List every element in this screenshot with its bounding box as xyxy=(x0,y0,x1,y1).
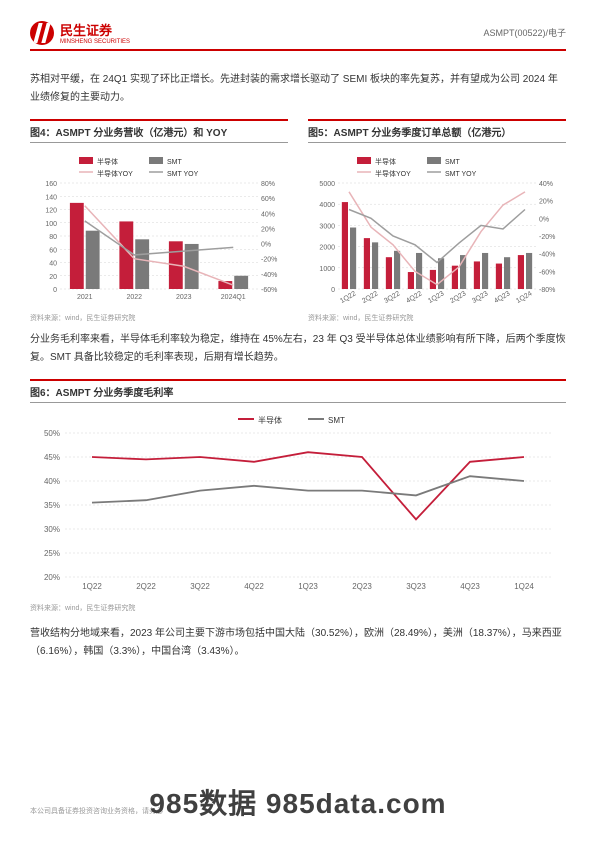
logo-cn: 民生证券 xyxy=(60,20,130,39)
svg-text:5000: 5000 xyxy=(319,181,335,188)
svg-text:80: 80 xyxy=(49,234,57,241)
svg-text:2024Q1: 2024Q1 xyxy=(221,294,246,301)
svg-text:2023: 2023 xyxy=(176,294,192,301)
svg-text:30%: 30% xyxy=(44,525,60,534)
svg-text:1Q24: 1Q24 xyxy=(514,582,534,591)
chart5-box: 图5：ASMPT 分业务季度订单总额（亿港元） 0 1000 2000 3000 400… xyxy=(308,119,566,323)
svg-text:3Q23: 3Q23 xyxy=(471,290,489,305)
svg-text:40%: 40% xyxy=(539,181,553,188)
header-stock-code: ASMPT(00522)/电子 xyxy=(483,26,566,39)
svg-text:45%: 45% xyxy=(44,453,60,462)
footer-text: 本公司具备证券投资咨询业务资格，请务必 xyxy=(30,806,163,816)
svg-text:半导体: 半导体 xyxy=(375,157,396,166)
svg-text:1Q22: 1Q22 xyxy=(82,582,102,591)
svg-text:0: 0 xyxy=(331,287,335,294)
chart5-source: 资料来源：wind，民生证券研究院 xyxy=(308,313,566,323)
svg-text:半导体: 半导体 xyxy=(97,157,118,166)
svg-text:-20%: -20% xyxy=(539,234,555,241)
svg-text:120: 120 xyxy=(45,208,57,215)
chart6-title: 图6：ASMPT 分业务季度毛利率 xyxy=(30,379,566,403)
svg-text:140: 140 xyxy=(45,194,57,201)
svg-text:3000: 3000 xyxy=(319,223,335,230)
svg-text:1Q23: 1Q23 xyxy=(427,290,445,305)
svg-text:2Q23: 2Q23 xyxy=(449,290,467,305)
svg-text:20: 20 xyxy=(49,274,57,281)
chart6-source: 资料来源：wind，民生证券研究院 xyxy=(30,603,566,613)
svg-text:0%: 0% xyxy=(539,216,549,223)
svg-text:SMT: SMT xyxy=(167,159,183,166)
svg-text:0: 0 xyxy=(53,287,57,294)
svg-text:60%: 60% xyxy=(261,196,275,203)
chart4-svg: 0 20 40 60 80 100 120 140 160 -60% -40% -20% 0% 20% 40… xyxy=(30,149,288,309)
logo-icon xyxy=(30,21,54,45)
svg-text:4Q23: 4Q23 xyxy=(493,290,511,305)
svg-text:-60%: -60% xyxy=(539,269,555,276)
svg-text:4000: 4000 xyxy=(319,202,335,209)
chart6-svg: 20% 25% 30% 35% 40% 45% 50% 1Q22 2Q22 3Q22 4Q22 1Q2… xyxy=(30,409,566,599)
svg-text:80%: 80% xyxy=(261,181,275,188)
svg-text:半导体YOY: 半导体YOY xyxy=(375,169,411,178)
chart4-box: 图4：ASMPT 分业务营收（亿港元）和 YOY 0 20 40 60 80 100 120… xyxy=(30,119,288,323)
chart4-title: 图4：ASMPT 分业务营收（亿港元）和 YOY xyxy=(30,119,288,143)
svg-text:100: 100 xyxy=(45,221,57,228)
header: 民生证券 MINSHENG SECURITIES ASMPT(00522)/电子 xyxy=(30,20,566,51)
svg-text:0%: 0% xyxy=(261,242,271,249)
paragraph-1: 苏相对平缓，在 24Q1 实现了环比正增长。先进封装的需求增长驱动了 SEMI … xyxy=(30,71,566,107)
svg-text:20%: 20% xyxy=(261,226,275,233)
svg-text:35%: 35% xyxy=(44,501,60,510)
svg-text:SMT YOY: SMT YOY xyxy=(445,171,477,178)
paragraph-2: 分业务毛利率来看，半导体毛利率较为稳定，维持在 45%左右，23 年 Q3 受半… xyxy=(30,331,566,367)
svg-text:60: 60 xyxy=(49,247,57,254)
svg-text:2Q23: 2Q23 xyxy=(352,582,372,591)
svg-text:3Q23: 3Q23 xyxy=(406,582,426,591)
watermark: 985数据 985data.com xyxy=(149,782,446,822)
svg-text:40: 40 xyxy=(49,261,57,268)
svg-text:-40%: -40% xyxy=(539,252,555,259)
svg-text:4Q22: 4Q22 xyxy=(244,582,264,591)
chart4-source: 资料来源：wind，民生证券研究院 xyxy=(30,313,288,323)
svg-text:4Q23: 4Q23 xyxy=(460,582,480,591)
svg-text:4Q22: 4Q22 xyxy=(405,290,423,305)
svg-text:SMT: SMT xyxy=(328,416,345,425)
svg-text:3Q22: 3Q22 xyxy=(383,290,401,305)
svg-text:半导体YOY: 半导体YOY xyxy=(97,169,133,178)
svg-text:-20%: -20% xyxy=(261,257,277,264)
svg-text:-60%: -60% xyxy=(261,287,277,294)
paragraph-3: 营收结构分地域来看，2023 年公司主要下游市场包括中国大陆（30.52%），欧… xyxy=(30,625,566,661)
svg-text:40%: 40% xyxy=(44,477,60,486)
svg-text:20%: 20% xyxy=(44,573,60,582)
chart5-svg: 0 1000 2000 3000 4000 5000 -80% -60% -40% -20% 0% 2… xyxy=(308,149,566,309)
svg-text:2021: 2021 xyxy=(77,294,93,301)
svg-text:50%: 50% xyxy=(44,429,60,438)
svg-text:2022: 2022 xyxy=(126,294,142,301)
svg-text:2Q22: 2Q22 xyxy=(361,290,379,305)
svg-text:3Q22: 3Q22 xyxy=(190,582,210,591)
svg-text:-40%: -40% xyxy=(261,272,277,279)
svg-text:20%: 20% xyxy=(539,199,553,206)
svg-text:2Q22: 2Q22 xyxy=(136,582,156,591)
svg-text:1000: 1000 xyxy=(319,266,335,273)
svg-text:半导体: 半导体 xyxy=(258,415,282,425)
logo-en: MINSHENG SECURITIES xyxy=(60,39,130,45)
logo: 民生证券 MINSHENG SECURITIES xyxy=(30,20,130,45)
svg-text:-80%: -80% xyxy=(539,287,555,294)
svg-text:40%: 40% xyxy=(261,211,275,218)
svg-text:1Q22: 1Q22 xyxy=(339,290,357,305)
svg-text:1Q23: 1Q23 xyxy=(298,582,318,591)
svg-text:1Q24: 1Q24 xyxy=(515,290,533,305)
svg-text:160: 160 xyxy=(45,181,57,188)
chart5-title: 图5：ASMPT 分业务季度订单总额（亿港元） xyxy=(308,119,566,143)
chart6-box: 图6：ASMPT 分业务季度毛利率 20% 25% 30% 35% 40% 45% 50% 1… xyxy=(30,379,566,613)
svg-text:25%: 25% xyxy=(44,549,60,558)
svg-text:2000: 2000 xyxy=(319,245,335,252)
svg-text:SMT YOY: SMT YOY xyxy=(167,171,199,178)
svg-text:SMT: SMT xyxy=(445,159,461,166)
